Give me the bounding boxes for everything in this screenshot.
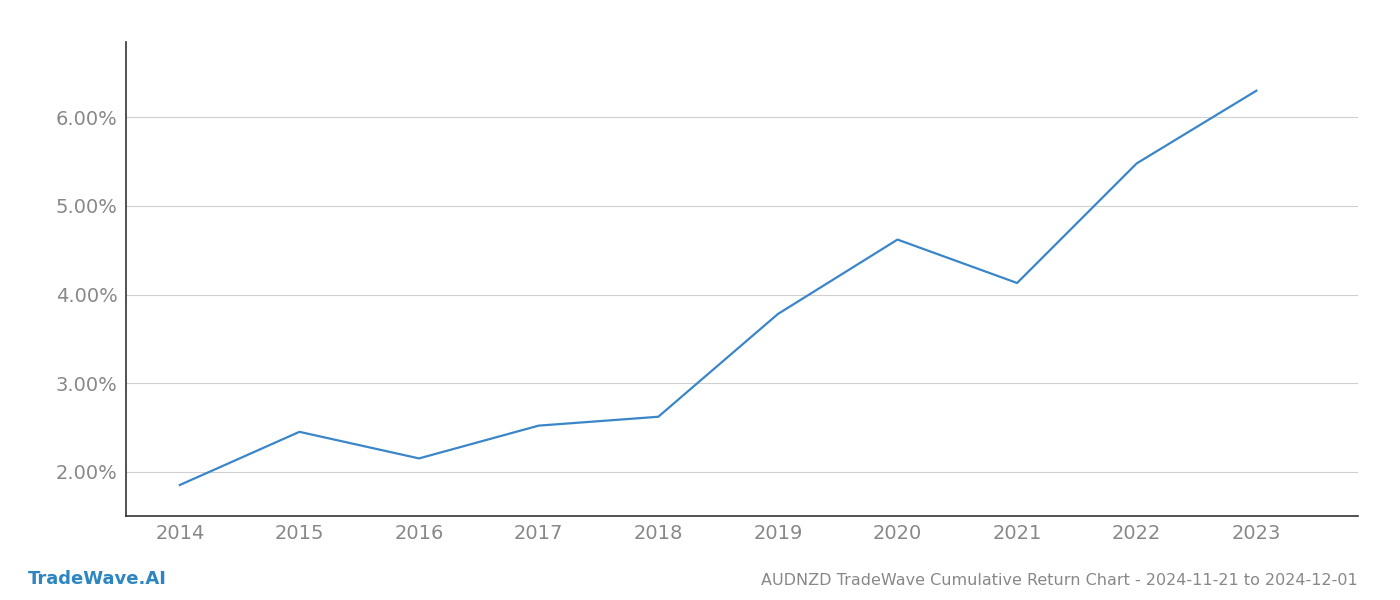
Text: AUDNZD TradeWave Cumulative Return Chart - 2024-11-21 to 2024-12-01: AUDNZD TradeWave Cumulative Return Chart… [762,573,1358,588]
Text: TradeWave.AI: TradeWave.AI [28,570,167,588]
